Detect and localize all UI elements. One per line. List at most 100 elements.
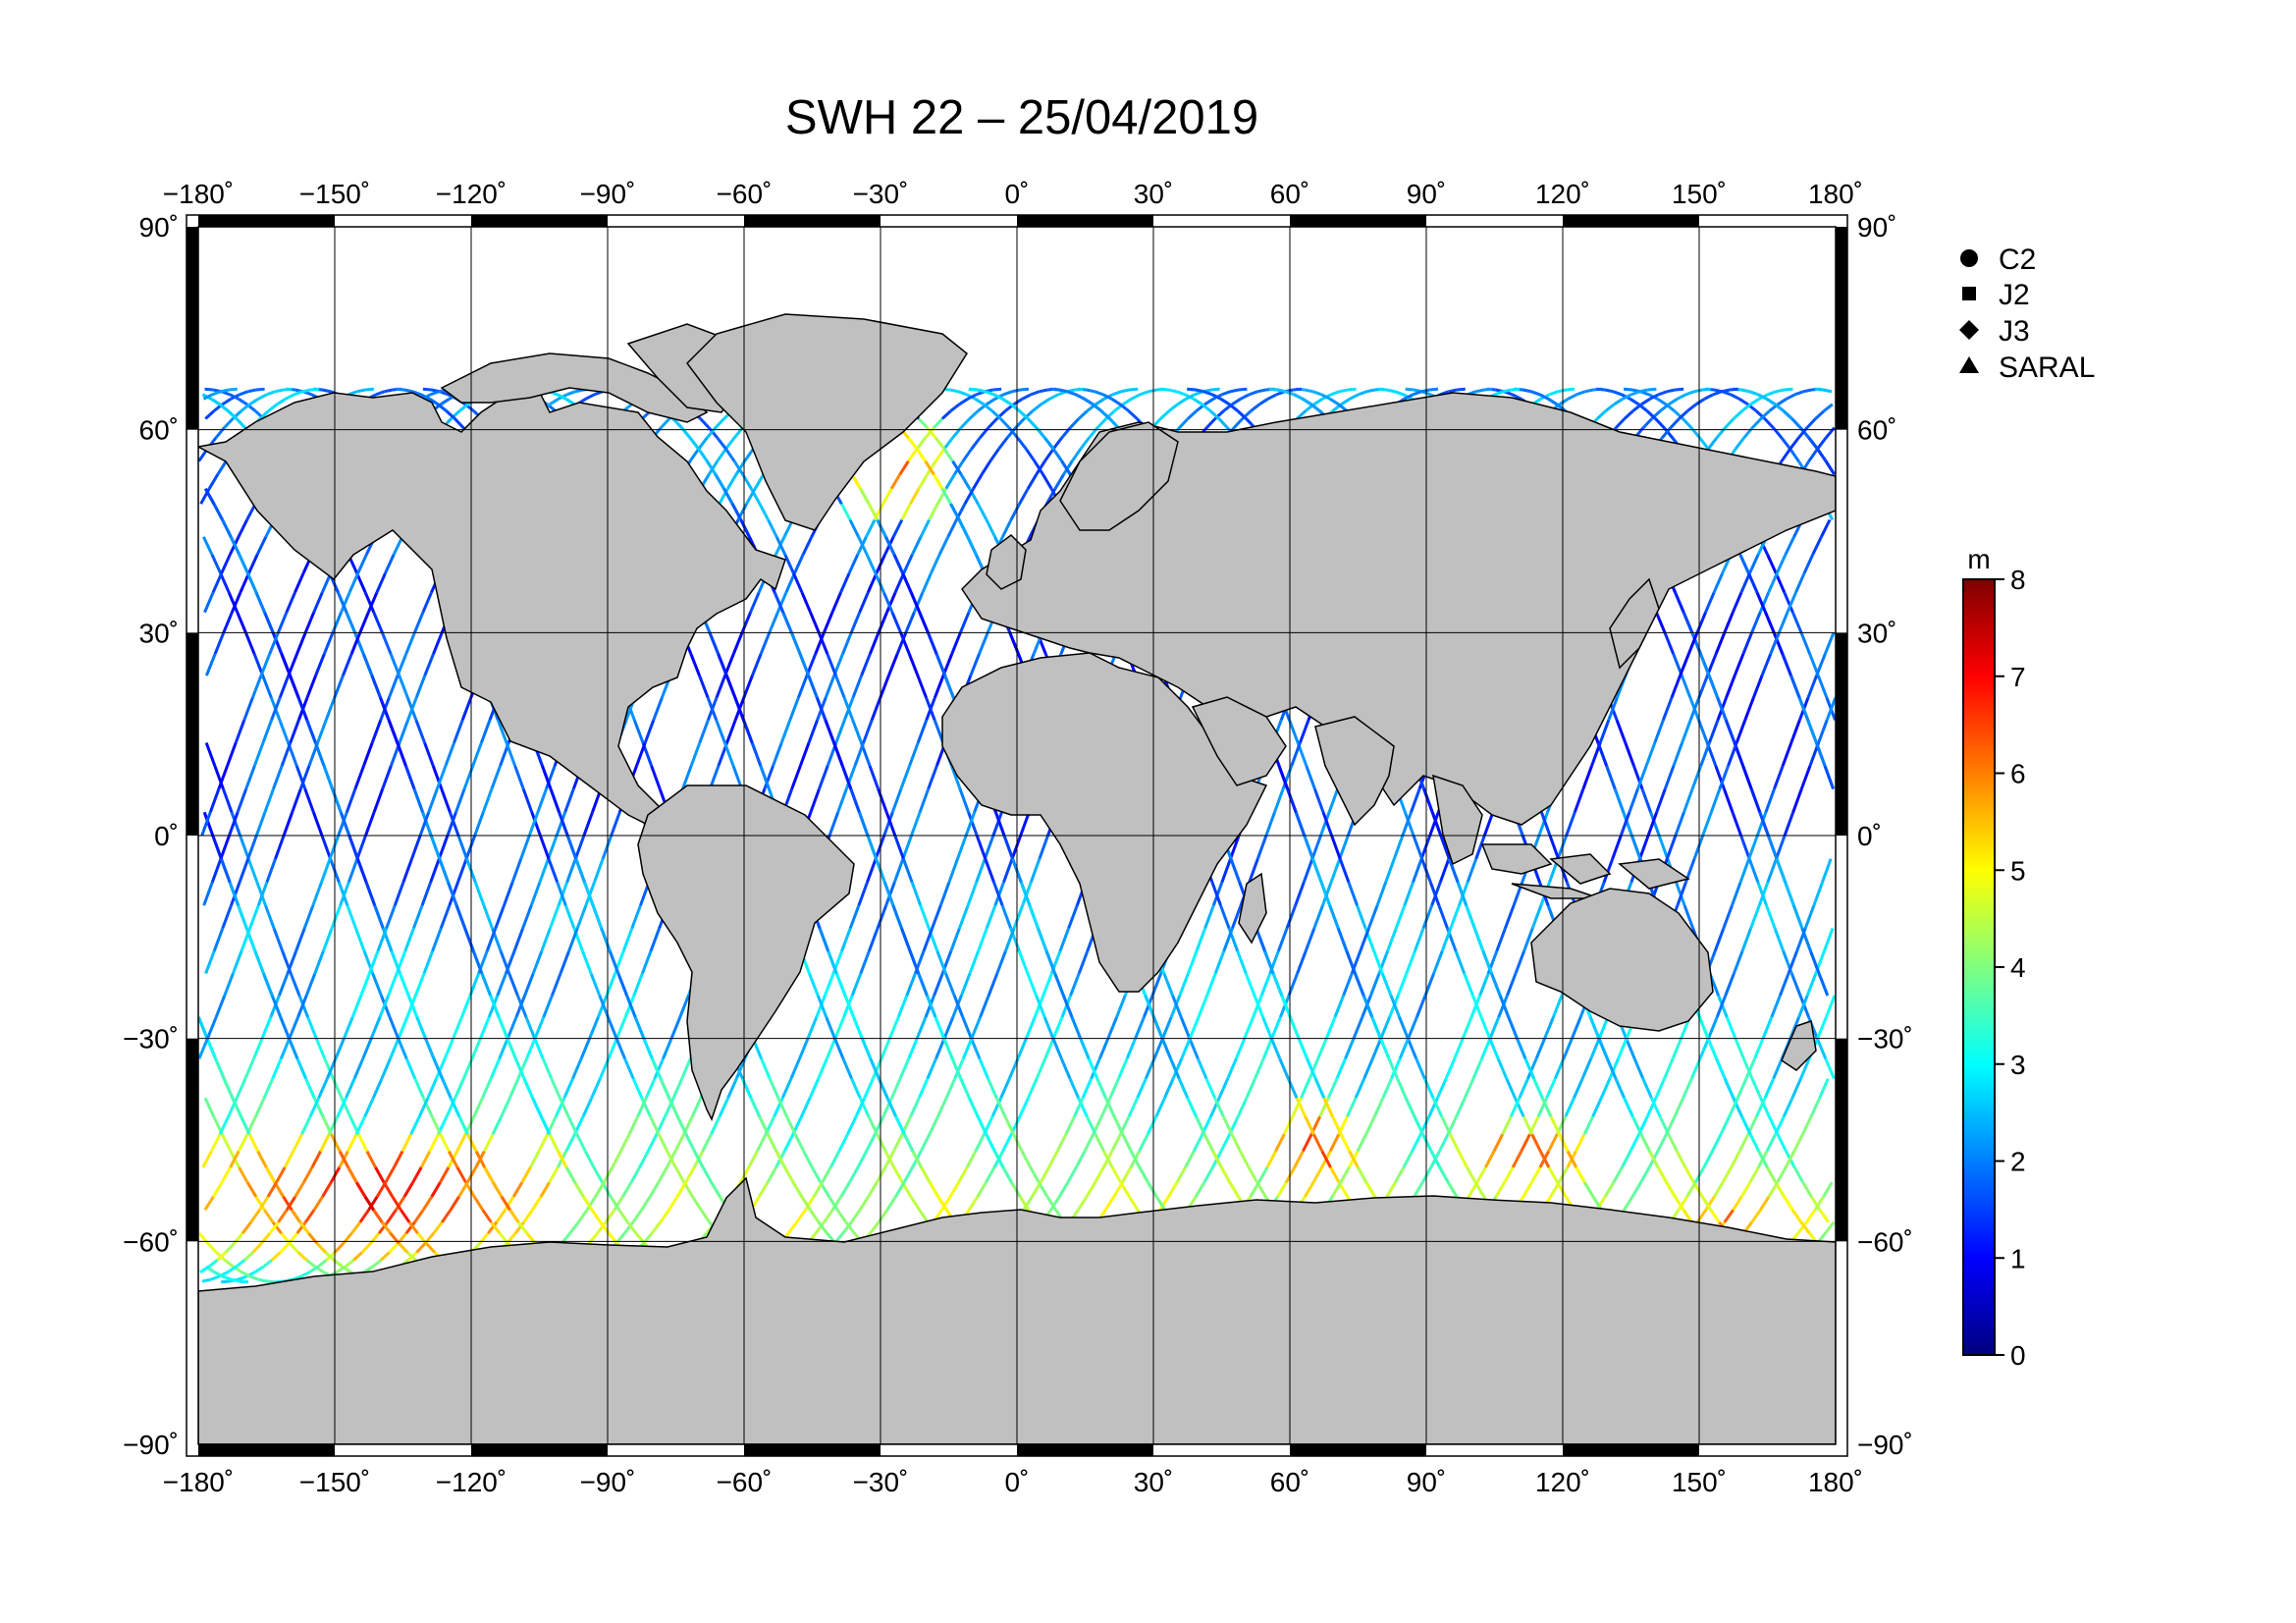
track-segment: [933, 417, 943, 429]
track-segment: [220, 554, 232, 574]
track-segment: [1748, 1166, 1760, 1184]
track-segment: [1463, 1077, 1475, 1099]
track-segment: [1811, 536, 1823, 556]
track-segment: [621, 1181, 633, 1198]
track-segment: [1087, 1057, 1099, 1080]
track-segment: [272, 927, 285, 952]
track-segment: [230, 591, 242, 614]
track-segment: [1479, 1016, 1491, 1039]
track-segment: [701, 1133, 713, 1153]
track-segment: [260, 1016, 273, 1039]
track-segment: [1765, 1133, 1778, 1153]
track-segment: [1347, 387, 1357, 392]
track-segment: [824, 719, 836, 744]
track-segment: [1747, 835, 1759, 860]
track-segment: [601, 835, 614, 860]
track-segment: [850, 1077, 862, 1099]
track-segment: [851, 719, 863, 744]
track-segment: [374, 1166, 386, 1184]
track-segment: [877, 612, 888, 634]
track-segment: [245, 1181, 258, 1198]
track-segment: [1791, 612, 1803, 634]
track-segment: [1739, 1181, 1752, 1198]
track-segment: [870, 696, 882, 721]
track-segment: [390, 950, 401, 975]
track-segment: [1777, 612, 1789, 634]
track-segment: [1765, 904, 1777, 930]
track-segment: [1645, 409, 1657, 420]
track-segment: [1043, 1037, 1055, 1059]
track-segment: [294, 927, 306, 952]
track-segment: [276, 398, 287, 406]
track-segment: [1737, 1133, 1750, 1153]
track-segment: [1639, 1166, 1651, 1184]
track-segment: [1676, 881, 1687, 906]
track-segment: [1484, 1150, 1496, 1168]
track-segment: [425, 1242, 436, 1254]
track-segment: [734, 460, 746, 476]
track-segment: [1640, 787, 1653, 813]
track-segment: [994, 1097, 1007, 1117]
track-segment: [1278, 1057, 1290, 1080]
track-segment: [1002, 390, 1013, 397]
track-segment: [274, 388, 285, 394]
track-segment: [1293, 1150, 1305, 1168]
track-segment: [1094, 1166, 1105, 1184]
track-segment: [1159, 387, 1169, 392]
track-segment: [202, 881, 214, 906]
track-segment: [1102, 393, 1113, 401]
track-segment: [1631, 765, 1644, 790]
track-segment: [833, 1016, 845, 1039]
track-segment: [1386, 388, 1396, 394]
track-segment: [953, 460, 965, 476]
track-segment: [992, 881, 1004, 906]
track-segment: [541, 1057, 554, 1080]
track-segment: [1186, 950, 1199, 975]
track-segment: [926, 1057, 937, 1080]
track-segment: [1429, 387, 1439, 392]
track-segment: [1692, 835, 1705, 860]
track-segment: [1263, 950, 1275, 975]
track-segment: [481, 1209, 493, 1223]
track-segment: [1377, 387, 1387, 392]
track-segment: [566, 1115, 579, 1135]
track-segment: [1077, 1195, 1089, 1212]
track-segment: [975, 835, 988, 860]
track-segment: [1789, 719, 1801, 744]
track-segment: [1210, 387, 1220, 392]
track-segment: [1365, 388, 1376, 394]
track-segment: [454, 1077, 465, 1099]
track-segment: [868, 632, 881, 655]
track-segment: [1228, 1181, 1240, 1198]
track-segment: [443, 1037, 455, 1059]
track-segment: [1669, 417, 1681, 429]
track-segment: [1202, 1133, 1215, 1153]
track-segment: [519, 835, 531, 860]
track-segment: [1734, 1037, 1745, 1059]
track-segment: [1802, 554, 1815, 574]
track-segment: [874, 835, 886, 860]
track-segment: [204, 387, 214, 392]
track-segment: [800, 1195, 812, 1212]
track-segment: [398, 1242, 409, 1254]
track-segment: [948, 1181, 960, 1198]
track-segment: [1258, 398, 1269, 406]
track-segment: [358, 1209, 370, 1223]
track-segment: [331, 787, 343, 813]
track-segment: [289, 972, 301, 997]
track-segment: [666, 1150, 677, 1168]
track-segment: [1673, 1097, 1685, 1117]
track-segment: [1749, 398, 1760, 406]
track-segment: [435, 1057, 447, 1080]
track-segment: [1221, 1115, 1234, 1135]
track-segment: [834, 972, 847, 997]
track-segment: [286, 950, 298, 975]
track-segment: [1580, 1057, 1593, 1080]
track-segment: [1146, 1115, 1158, 1135]
track-segment: [278, 719, 291, 744]
track-segment: [1539, 811, 1552, 837]
track-segment: [1621, 1150, 1632, 1168]
track-segment: [1053, 473, 1065, 490]
track-segment: [892, 858, 905, 884]
